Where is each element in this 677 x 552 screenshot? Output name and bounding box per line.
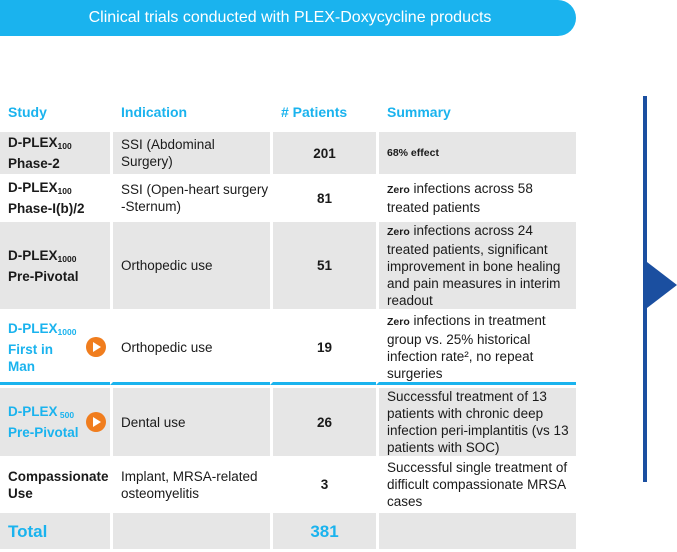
study-name: D-PLEX [8,247,58,263]
summary-cell: Zero infections across 24 treated patien… [376,222,576,309]
study-cell: D-PLEX 500 Pre-Pivotal [0,388,110,456]
patients-cell: 3 [270,459,376,510]
study-name: D-PLEX [8,320,58,336]
patients-cell: 81 [270,177,376,219]
table-row: D-PLEX 500 Pre-Pivotal Dental use 26 Suc… [0,388,576,456]
patients-cell: 51 [270,222,376,309]
summary-text: Successful treatment of 13 patients with… [387,389,569,455]
total-spacer [110,513,270,549]
summary-text: Successful single treatment of difficult… [387,460,568,509]
indication-cell: Orthopedic use [110,222,270,309]
patients-cell: 26 [270,388,376,456]
summary-cell: Zero infections in treatment group vs. 2… [376,312,576,385]
study-phase: Phase-I(b)/2 [8,201,85,216]
summary-text: infections across 24 treated patients, s… [387,223,561,308]
header-row: Study Indication # Patients Summary [0,95,576,129]
summary-text: infections in treatment group vs. 25% hi… [387,313,546,381]
summary-highlight: Zero [387,184,410,196]
study-phase: First in Man [8,341,54,374]
trials-table: Study Indication # Patients Summary D-PL… [0,92,576,552]
study-phase: Pre-Pivotal [8,268,79,284]
table-row: D-PLEX1000 Pre-Pivotal Orthopedic use 51… [0,222,576,309]
study-dose: 100 [57,186,72,196]
total-summary-spacer [376,513,576,549]
study-name: Compassionate [8,468,109,484]
study-dose: 100 [57,141,72,151]
header-study: Study [0,95,110,129]
title-banner: Clinical trials conducted with PLEX-Doxy… [0,0,576,36]
study-dose: 500 [57,410,75,420]
next-arrow-icon[interactable] [647,262,677,308]
study-phase: Pre-Pivotal [8,425,79,440]
indication-cell: SSI (Open-heart surgery -Sternum) [110,177,270,219]
banner-title: Clinical trials conducted with PLEX-Doxy… [88,9,492,26]
summary-highlight: Zero [387,316,410,328]
study-dose: 1000 [57,253,77,264]
summary-cell: Successful single treatment of difficult… [376,459,576,510]
table-row: D-PLEX1000 First in Man Orthopedic use 1… [0,312,576,385]
table-row: D-PLEX100 Phase-I(b)/2 SSI (Open-heart s… [0,177,576,219]
study-phase: Phase-2 [8,156,60,171]
study-dose: 1000 [57,326,77,337]
study-cell: Compassionate Use [0,459,110,510]
study-cell: D-PLEX100 Phase-2 [0,132,110,174]
patients-cell: 201 [270,132,376,174]
divider-line [643,96,647,482]
summary-highlight: 68% effect [387,146,439,159]
study-cell: D-PLEX1000 Pre-Pivotal [0,222,110,309]
play-icon[interactable] [86,412,106,432]
total-patients: 381 [270,513,376,549]
study-name: D-PLEX [8,180,58,195]
study-name: D-PLEX [8,404,58,419]
total-row: Total 381 [0,513,576,549]
header-summary: Summary [376,95,576,129]
summary-text: infections across 58 treated patients [387,181,533,215]
patients-cell: 19 [270,312,376,385]
study-phase: Use [8,485,33,501]
summary-cell: Zero infections across 58 treated patien… [376,177,576,219]
study-cell: D-PLEX100 Phase-I(b)/2 [0,177,110,219]
study-cell: D-PLEX1000 First in Man [0,312,110,385]
study-name: D-PLEX [8,135,58,150]
table-row: D-PLEX100 Phase-2 SSI (Abdominal Surgery… [0,132,576,174]
indication-cell: Implant, MRSA-related osteomyelitis [110,459,270,510]
summary-cell: 68% effect [376,132,576,174]
summary-highlight: Zero [387,226,410,238]
summary-cell: Successful treatment of 13 patients with… [376,388,576,456]
indication-cell: Orthopedic use [110,312,270,385]
total-label: Total [0,513,110,549]
table-row: Compassionate Use Implant, MRSA-related … [0,459,576,510]
indication-cell: SSI (Abdominal Surgery) [110,132,270,174]
header-patients: # Patients [270,95,376,129]
play-icon[interactable] [86,337,106,357]
indication-cell: Dental use [110,388,270,456]
header-indication: Indication [110,95,270,129]
